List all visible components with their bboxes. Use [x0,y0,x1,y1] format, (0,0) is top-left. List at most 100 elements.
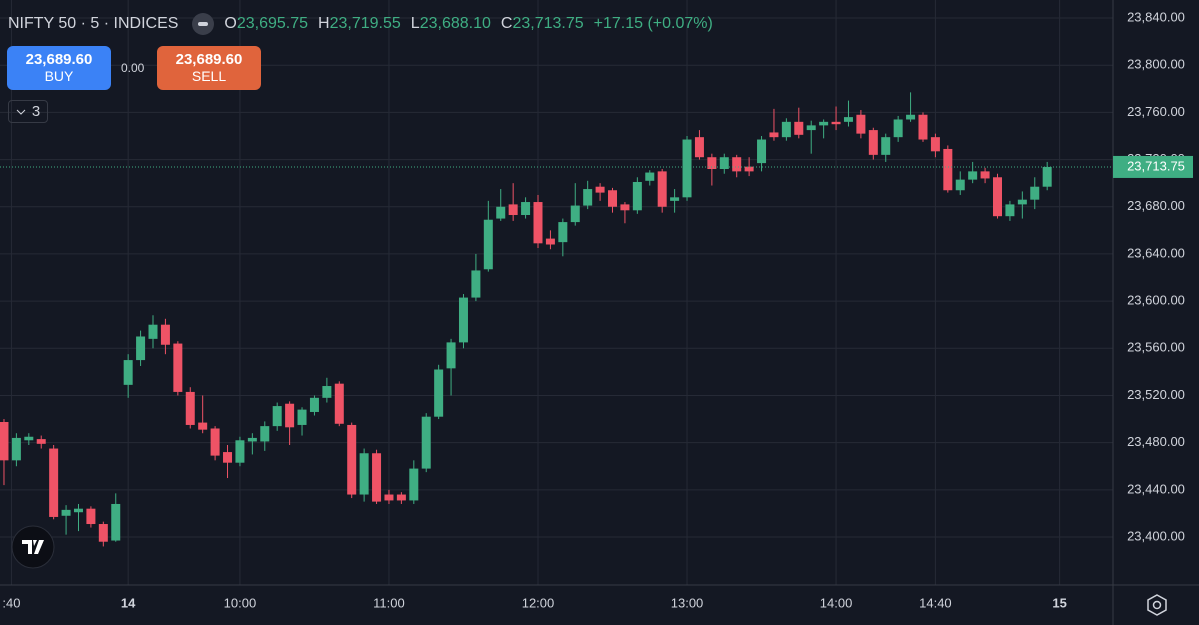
y-tick-label: 23,600.00 [1127,293,1185,308]
candle-body [86,508,96,525]
y-tick-label: 23,400.00 [1127,528,1185,543]
legend: NIFTY 50 · 5 · INDICES O23,695.75 H23,719… [8,13,713,35]
candle-body [694,137,704,158]
candle-body [359,453,369,495]
candle-body [508,204,518,216]
sell-button[interactable]: 23,689.60 SELL [157,46,261,90]
symbol[interactable]: NIFTY 50 · 5 · INDICES [8,15,179,32]
candle-body [608,190,618,207]
x-tick-label: 12:00 [522,595,555,610]
candle-body [173,343,183,392]
candle-body [657,171,667,207]
change: +17.15 (+0.07%) [593,15,713,32]
candle-body [384,494,394,501]
candle-body [806,125,816,131]
candle-body [1005,204,1015,217]
candle-body [570,205,580,223]
candle-body [260,426,270,442]
candle-body [210,428,220,456]
candle-body [533,202,543,244]
candle-body [906,114,916,120]
candle-body [148,324,158,339]
candle-body [757,139,767,164]
candle-body [123,360,133,385]
candle-body [36,439,46,444]
candle-body [11,437,21,461]
x-tick-label: 14:40 [919,595,952,610]
candle-body [322,386,332,398]
ohlc-key: O [224,15,237,32]
candle-body [483,219,493,270]
candle-body [930,137,940,152]
ohlc-value: 23,719.55 [329,15,401,32]
candle-body [458,297,468,343]
ohlc-key: C [500,15,513,32]
candle-body [632,181,642,211]
candle-body [868,130,878,155]
candle-body [819,121,829,126]
sell-label: SELL [191,68,227,84]
y-tick-label: 23,840.00 [1127,9,1185,24]
candle-body [893,119,903,138]
candle-body [334,383,344,424]
last-price-label: 23,713.75 [1127,158,1185,173]
candle-body [744,166,754,172]
ohlc-key: L [410,15,420,32]
buy-button[interactable]: 23,689.60 BUY [7,46,111,90]
spread: 0.00 [121,61,145,75]
ohlc-key: H [318,15,330,32]
ohlc-value: 23,713.75 [512,15,584,32]
y-tick-label: 23,480.00 [1127,434,1185,449]
tv-logo [11,525,55,569]
y-tick-label: 23,680.00 [1127,198,1185,213]
candle-body [707,157,717,170]
candle-body [372,453,382,502]
candle-body [61,509,71,516]
candle-body [843,117,853,122]
candle-body [1017,199,1027,205]
candle-body [670,197,680,201]
candle-body [309,397,319,412]
candle-body [49,448,59,517]
y-tick-label: 23,520.00 [1127,387,1185,402]
y-tick-label: 23,640.00 [1127,245,1185,260]
settings-icon[interactable] [1147,594,1167,616]
y-tick-label: 23,560.00 [1127,340,1185,355]
x-tick-label: 11:00 [373,595,405,610]
indicator-count: 3 [31,103,41,120]
ohlc: O23,695.75 H23,719.55 L23,688.10 C23,713.75 [224,15,593,33]
candle-body [24,436,34,441]
x-tick-label: 15 [1052,595,1066,610]
candle-body [980,171,990,179]
candle-body [1030,186,1040,200]
candle-body [558,222,568,243]
candle-body [98,524,108,542]
candle-body [285,403,295,428]
candle-body [396,494,406,501]
x-tick-label: 13:00 [671,595,704,610]
toggle-icon[interactable] [192,13,215,35]
candle-body [136,336,146,361]
candle-body [769,132,779,138]
x-tick-label: 10:00 [224,595,257,610]
candle-body [521,202,531,216]
candle-body [1042,166,1052,187]
ohlc-value: 23,688.10 [419,15,491,32]
candle-body [160,324,170,345]
candle-body [496,206,506,219]
candle-body [0,422,9,461]
candle-body [545,238,555,245]
sell-price: 23,689.60 [175,51,243,68]
candle-body [595,186,605,193]
x-tick-label: 14:00 [820,595,853,610]
x-tick-label: 14 [121,595,136,610]
indicators-toggle[interactable]: 3 [8,100,48,123]
y-tick-label: 23,440.00 [1127,481,1185,496]
buy-label: BUY [44,68,74,84]
x-tick-label: :40 [2,595,20,610]
candle-body [831,121,841,125]
candle-body [856,114,866,134]
candle-body [781,121,791,138]
